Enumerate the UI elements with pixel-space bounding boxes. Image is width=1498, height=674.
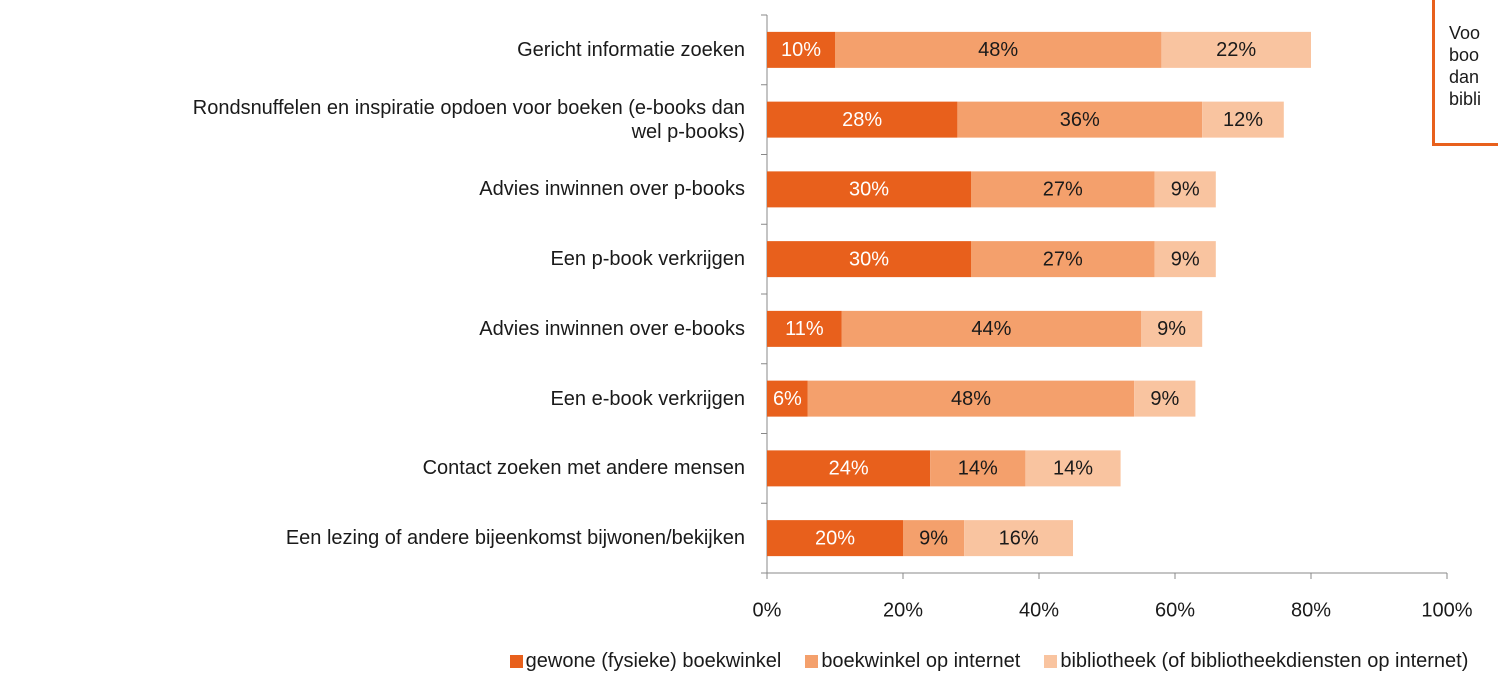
bar-segment bbox=[807, 380, 1135, 417]
bar-segment bbox=[1161, 31, 1311, 68]
bar-segment bbox=[767, 241, 971, 278]
data-label: 28% bbox=[842, 109, 882, 131]
data-label: 24% bbox=[829, 458, 869, 480]
bar-segment bbox=[767, 450, 931, 487]
bar-segment bbox=[971, 241, 1155, 278]
x-tick-label: 40% bbox=[1019, 599, 1059, 621]
category-label: Advies inwinnen over e-books bbox=[479, 317, 745, 340]
bar-segment bbox=[767, 31, 835, 68]
legend-swatch bbox=[509, 654, 523, 668]
data-label: 10% bbox=[781, 39, 821, 61]
data-label: 36% bbox=[1060, 109, 1100, 131]
bar-segment bbox=[930, 450, 1026, 487]
bar-segment bbox=[964, 520, 1073, 557]
annotation-line: Voo bbox=[1449, 23, 1481, 43]
bar-segment bbox=[1141, 310, 1203, 347]
x-tick-label: 20% bbox=[883, 599, 923, 621]
bar-segment bbox=[1025, 450, 1121, 487]
legend-label: bibliotheek (of bibliotheekdiensten op i… bbox=[1060, 650, 1469, 672]
bar-segment bbox=[971, 171, 1155, 208]
legend-item: boekwinkel op internet bbox=[805, 650, 1020, 672]
bar-segment bbox=[835, 31, 1162, 68]
x-tick-label: 80% bbox=[1291, 599, 1331, 621]
bar-segment bbox=[1202, 101, 1284, 138]
category-label: Een p-book verkrijgen bbox=[550, 248, 745, 271]
data-label: 6% bbox=[773, 388, 802, 410]
data-label: 12% bbox=[1223, 109, 1263, 131]
category-label: Contact zoeken met andere mensen bbox=[422, 457, 745, 480]
bar-segment bbox=[1134, 380, 1196, 417]
data-label: 27% bbox=[1043, 248, 1083, 270]
annotation-line: bibli bbox=[1449, 89, 1482, 109]
data-label: 9% bbox=[1171, 248, 1200, 270]
data-label: 9% bbox=[1157, 318, 1186, 340]
data-label: 48% bbox=[951, 388, 991, 410]
data-label: 22% bbox=[1216, 39, 1256, 61]
category-label: Een e-book verkrijgen bbox=[550, 387, 745, 410]
data-label: 30% bbox=[849, 248, 889, 270]
data-label: 11% bbox=[785, 318, 824, 340]
annotation-line: dan bbox=[1449, 67, 1480, 87]
x-tick-label: 100% bbox=[1421, 599, 1472, 621]
legend-label: gewone (fysieke) boekwinkel bbox=[525, 650, 782, 672]
bar-segment bbox=[1154, 171, 1216, 208]
annotation-line: boo bbox=[1449, 45, 1480, 65]
x-tick-label: 60% bbox=[1155, 599, 1195, 621]
category-label: Rondsnuffelen en inspiratie opdoen voor … bbox=[192, 96, 745, 143]
legend-label: boekwinkel op internet bbox=[821, 650, 1021, 672]
bar-segment bbox=[957, 101, 1203, 138]
data-label: 16% bbox=[999, 527, 1039, 549]
data-label: 30% bbox=[849, 179, 889, 201]
bar-segment bbox=[767, 101, 958, 138]
data-label: 14% bbox=[958, 458, 998, 480]
legend-item: gewone (fysieke) boekwinkel bbox=[509, 650, 782, 672]
bar-segment bbox=[903, 520, 965, 557]
data-label: 48% bbox=[978, 39, 1018, 61]
data-label: 14% bbox=[1053, 458, 1093, 480]
annotation-box: Voo boo dan bibli bbox=[1432, 0, 1498, 146]
data-label: 27% bbox=[1043, 179, 1083, 201]
data-label: 20% bbox=[815, 527, 855, 549]
legend: gewone (fysieke) boekwinkel boekwinkel op… bbox=[0, 650, 1498, 672]
data-label: 9% bbox=[1150, 388, 1179, 410]
data-label: 9% bbox=[919, 527, 948, 549]
category-label: Gericht informatie zoeken bbox=[517, 38, 745, 61]
legend-item: bibliotheek (of bibliotheekdiensten op i… bbox=[1044, 650, 1468, 672]
legend-swatch bbox=[805, 654, 819, 668]
bar-segment bbox=[767, 171, 971, 208]
bar-segment bbox=[841, 310, 1141, 347]
x-tick-label: 0% bbox=[753, 599, 782, 621]
category-label: Advies inwinnen over p-books bbox=[479, 178, 745, 201]
legend-swatch bbox=[1044, 654, 1058, 668]
data-label: 9% bbox=[1171, 179, 1200, 201]
bar-segment bbox=[767, 310, 842, 347]
bar-segment bbox=[767, 380, 808, 417]
bar-segment bbox=[1154, 241, 1216, 278]
category-label: Een lezing of andere bijeenkomst bijwone… bbox=[285, 527, 745, 550]
bar-segment bbox=[767, 520, 903, 557]
data-label: 44% bbox=[971, 318, 1011, 340]
